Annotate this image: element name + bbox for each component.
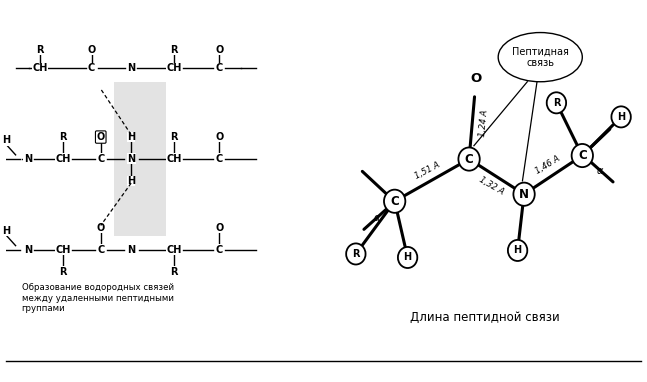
Text: R: R xyxy=(59,132,67,142)
Circle shape xyxy=(384,189,405,213)
Circle shape xyxy=(346,243,366,264)
Text: CH: CH xyxy=(166,63,181,73)
Text: CH: CH xyxy=(55,154,71,164)
Circle shape xyxy=(513,183,535,206)
Text: C: C xyxy=(97,154,104,164)
Text: H: H xyxy=(127,176,135,186)
Text: CH: CH xyxy=(55,245,71,255)
Text: H: H xyxy=(617,112,625,122)
Text: C: C xyxy=(97,245,104,255)
Text: α: α xyxy=(597,167,603,176)
Text: Пептидная
связь: Пептидная связь xyxy=(512,46,569,68)
Text: α: α xyxy=(374,213,380,223)
Circle shape xyxy=(611,106,631,128)
Text: CH: CH xyxy=(166,154,181,164)
Text: O: O xyxy=(215,45,223,55)
Circle shape xyxy=(458,147,480,171)
Text: N: N xyxy=(24,154,32,164)
Text: R: R xyxy=(170,267,177,277)
Text: C: C xyxy=(215,154,223,164)
Text: R: R xyxy=(170,132,177,142)
Circle shape xyxy=(398,247,417,268)
Text: C: C xyxy=(578,149,587,162)
Ellipse shape xyxy=(498,32,582,82)
Text: R: R xyxy=(170,45,177,55)
Circle shape xyxy=(571,144,593,167)
Text: O: O xyxy=(96,223,105,233)
Text: C: C xyxy=(215,245,223,255)
Text: N: N xyxy=(519,188,529,201)
Text: R: R xyxy=(352,249,360,259)
Text: Длина пептидной связи: Длина пептидной связи xyxy=(410,311,560,324)
Text: C: C xyxy=(390,195,399,208)
Text: H: H xyxy=(3,136,10,146)
Text: 1,32 А: 1,32 А xyxy=(477,175,505,196)
Text: H: H xyxy=(404,253,411,262)
Text: R: R xyxy=(59,267,67,277)
Text: N: N xyxy=(127,245,135,255)
Text: 1,24 А: 1,24 А xyxy=(478,109,489,137)
Text: 1,51 А: 1,51 А xyxy=(413,160,441,180)
Text: H: H xyxy=(127,132,135,142)
Text: O: O xyxy=(96,132,105,142)
Text: C: C xyxy=(465,152,474,165)
Text: H: H xyxy=(514,246,521,256)
Text: N: N xyxy=(127,63,135,73)
Text: 1,46 А: 1,46 А xyxy=(534,154,562,176)
Circle shape xyxy=(547,92,566,113)
Text: CH: CH xyxy=(32,63,48,73)
Text: C: C xyxy=(88,63,95,73)
Text: H: H xyxy=(3,226,10,236)
Text: N: N xyxy=(24,245,32,255)
FancyBboxPatch shape xyxy=(115,82,166,236)
Text: N: N xyxy=(127,154,135,164)
Text: O: O xyxy=(215,132,223,142)
Text: O: O xyxy=(215,223,223,233)
Text: CH: CH xyxy=(166,245,181,255)
Text: R: R xyxy=(36,45,43,55)
Text: Образование водородных связей
между удаленными пептидными
группами: Образование водородных связей между удал… xyxy=(21,283,174,313)
Circle shape xyxy=(508,240,527,261)
Text: O: O xyxy=(87,45,96,55)
Text: O: O xyxy=(470,73,481,86)
Text: C: C xyxy=(215,63,223,73)
Text: R: R xyxy=(553,98,560,108)
